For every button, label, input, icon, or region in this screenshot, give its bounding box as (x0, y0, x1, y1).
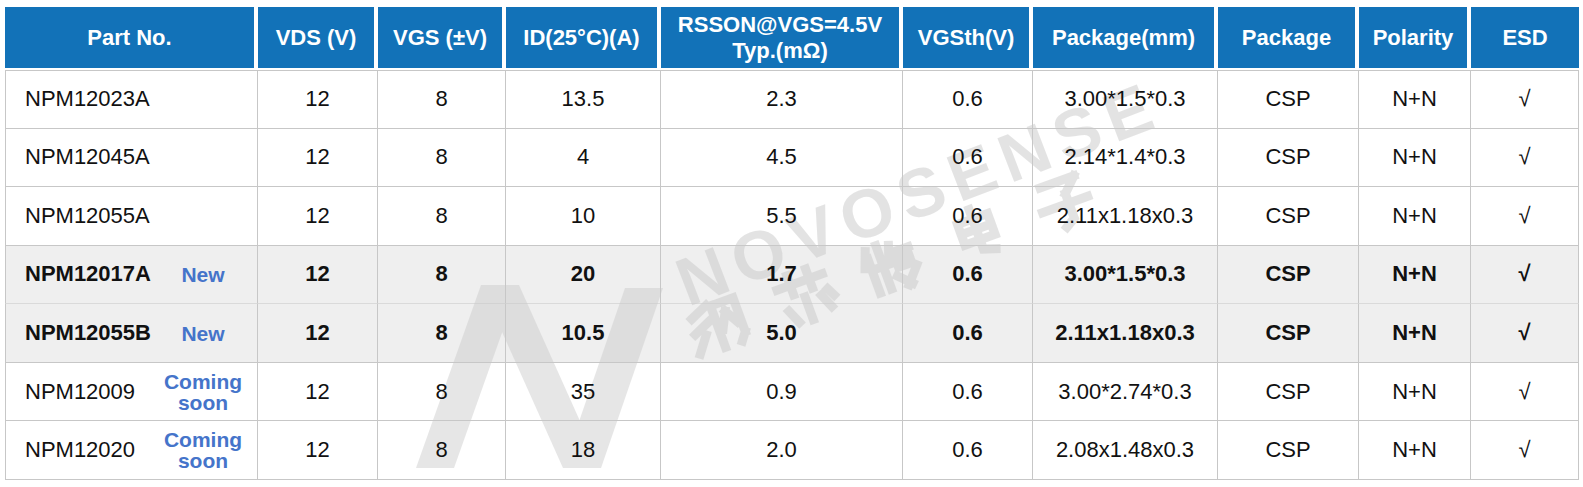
cell-esd: √ (1471, 129, 1579, 188)
cell-part: NPM12045A (5, 129, 258, 188)
column-header-rsson: RSSON@VGS=4.5V Typ.(mΩ) (661, 7, 899, 68)
cell-rsson: 1.7 (661, 246, 903, 305)
cell-vds: 12 (258, 304, 378, 363)
cell-id: 20 (506, 246, 661, 305)
cell-esd: √ (1471, 421, 1579, 480)
cell-rsson: 2.0 (661, 421, 903, 480)
cell-vgs: 8 (378, 187, 506, 246)
cell-polarity: N+N (1359, 187, 1471, 246)
cell-part: NPM12020 Coming soon (5, 421, 258, 480)
cell-vgsth: 0.6 (903, 304, 1033, 363)
cell-polarity: N+N (1359, 421, 1471, 480)
cell-id: 10.5 (506, 304, 661, 363)
cell-polarity: N+N (1359, 363, 1471, 422)
column-header-vgs: VGS (±V) (378, 7, 502, 68)
cell-vgs: 8 (378, 70, 506, 129)
cell-pkg: CSP (1218, 70, 1359, 129)
part-number: NPM12055B (25, 320, 151, 346)
part-number: NPM12009 (25, 379, 135, 405)
column-header-part: Part No. (5, 7, 254, 68)
cell-part: NPM12055A (5, 187, 258, 246)
cell-pkgmm: 2.08x1.48x0.3 (1033, 421, 1218, 480)
column-header-polarity: Polarity (1359, 7, 1467, 68)
cell-pkgmm: 3.00*2.74*0.3 (1033, 363, 1218, 422)
cell-vds: 12 (258, 363, 378, 422)
cell-pkgmm: 3.00*1.5*0.3 (1033, 246, 1218, 305)
cell-polarity: N+N (1359, 246, 1471, 305)
cell-vds: 12 (258, 246, 378, 305)
availability-tag: Coming soon (151, 429, 255, 471)
cell-vgsth: 0.6 (903, 246, 1033, 305)
cell-polarity: N+N (1359, 129, 1471, 188)
cell-esd: √ (1471, 304, 1579, 363)
cell-vgs: 8 (378, 246, 506, 305)
cell-vds: 12 (258, 129, 378, 188)
part-number: NPM12023A (25, 86, 150, 112)
cell-pkg: CSP (1218, 187, 1359, 246)
cell-vds: 12 (258, 421, 378, 480)
column-header-id: ID(25°C)(A) (506, 7, 657, 68)
cell-pkgmm: 3.00*1.5*0.3 (1033, 70, 1218, 129)
column-header-vgsth: VGSth(V) (903, 7, 1029, 68)
part-number: NPM12017A (25, 261, 151, 287)
part-number: NPM12045A (25, 144, 150, 170)
cell-pkg: CSP (1218, 304, 1359, 363)
cell-id: 35 (506, 363, 661, 422)
cell-part: NPM12023A (5, 70, 258, 129)
cell-rsson: 5.0 (661, 304, 903, 363)
column-header-pkg: Package (1218, 7, 1355, 68)
cell-id: 13.5 (506, 70, 661, 129)
cell-part: NPM12055BNew (5, 304, 258, 363)
cell-polarity: N+N (1359, 70, 1471, 129)
availability-tag: New (151, 264, 255, 285)
cell-vds: 12 (258, 187, 378, 246)
cell-part: NPM12009 Coming soon (5, 363, 258, 422)
cell-vgsth: 0.6 (903, 187, 1033, 246)
part-number: NPM12020 (25, 437, 135, 463)
product-table-page: Part No.VDS (V)VGS (±V)ID(25°C)(A)RSSON@… (0, 0, 1583, 487)
cell-vgsth: 0.6 (903, 363, 1033, 422)
cell-rsson: 5.5 (661, 187, 903, 246)
cell-vgs: 8 (378, 421, 506, 480)
cell-esd: √ (1471, 246, 1579, 305)
cell-polarity: N+N (1359, 304, 1471, 363)
cell-id: 18 (506, 421, 661, 480)
column-header-esd: ESD (1471, 7, 1579, 68)
cell-pkgmm: 2.11x1.18x0.3 (1033, 304, 1218, 363)
cell-rsson: 0.9 (661, 363, 903, 422)
cell-vgsth: 0.6 (903, 70, 1033, 129)
column-header-pkgmm: Package(mm) (1033, 7, 1214, 68)
cell-pkgmm: 2.14*1.4*0.3 (1033, 129, 1218, 188)
cell-id: 4 (506, 129, 661, 188)
cell-vgs: 8 (378, 129, 506, 188)
cell-vgsth: 0.6 (903, 129, 1033, 188)
cell-rsson: 2.3 (661, 70, 903, 129)
cell-pkg: CSP (1218, 421, 1359, 480)
cell-rsson: 4.5 (661, 129, 903, 188)
cell-esd: √ (1471, 363, 1579, 422)
part-number: NPM12055A (25, 203, 150, 229)
cell-id: 10 (506, 187, 661, 246)
cell-esd: √ (1471, 187, 1579, 246)
cell-pkg: CSP (1218, 246, 1359, 305)
cell-pkg: CSP (1218, 363, 1359, 422)
cell-esd: √ (1471, 70, 1579, 129)
cell-vds: 12 (258, 70, 378, 129)
cell-pkg: CSP (1218, 129, 1359, 188)
column-header-vds: VDS (V) (258, 7, 374, 68)
cell-part: NPM12017ANew (5, 246, 258, 305)
availability-tag: New (151, 323, 255, 344)
cell-vgs: 8 (378, 304, 506, 363)
mosfet-selection-table: Part No.VDS (V)VGS (±V)ID(25°C)(A)RSSON@… (5, 7, 1579, 480)
cell-vgs: 8 (378, 363, 506, 422)
cell-vgsth: 0.6 (903, 421, 1033, 480)
cell-pkgmm: 2.11x1.18x0.3 (1033, 187, 1218, 246)
availability-tag: Coming soon (151, 371, 255, 413)
